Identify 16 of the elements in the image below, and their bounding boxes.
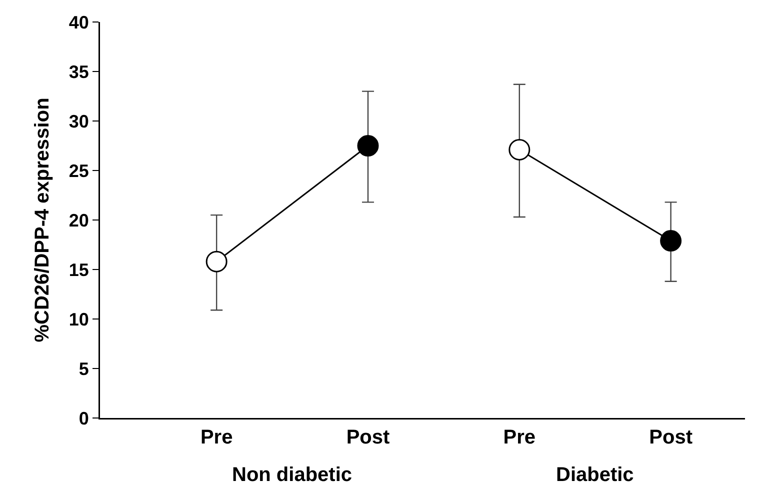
y-tick-label: 25 (68, 160, 89, 181)
y-tick-label: 10 (68, 309, 89, 330)
x-tick-label: Pre (503, 426, 536, 448)
y-tick-label: 0 (78, 408, 89, 428)
text: Diabetic (556, 464, 634, 486)
y-tick-label: 5 (78, 358, 89, 379)
y-axis-title: %CD26/DPP-4 expression (32, 98, 54, 342)
x-tick-label: Pre (200, 426, 233, 448)
x-tick-label: Post (649, 426, 693, 448)
x-tick-label: Post (346, 426, 390, 448)
y-tick-label: 20 (68, 210, 89, 230)
y-tick-label: 15 (68, 260, 89, 280)
y-tick-label: 35 (68, 62, 89, 82)
y-tick-label: 30 (68, 111, 89, 132)
text: Non diabetic (232, 464, 352, 486)
y-tick-label: 40 (68, 12, 89, 32)
